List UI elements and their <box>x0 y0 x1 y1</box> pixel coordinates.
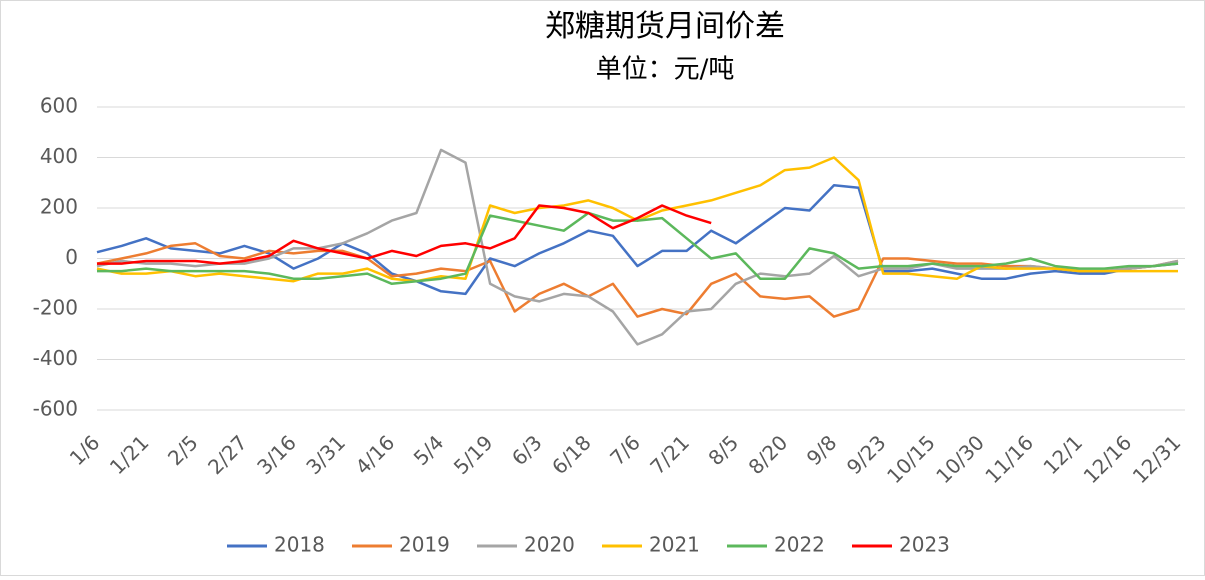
legend-label: 2018 <box>274 533 325 557</box>
chart-subtitle: 单位：元/吨 <box>596 55 735 85</box>
legend-label: 2021 <box>649 533 700 557</box>
y-tick-label: 0 <box>65 245 78 269</box>
legend-label: 2019 <box>399 533 450 557</box>
y-tick-label: 600 <box>40 94 78 118</box>
series-line <box>97 204 712 265</box>
y-tick-label: -600 <box>33 397 78 421</box>
legend-label: 2023 <box>899 533 950 557</box>
series-line <box>97 211 1179 286</box>
series-line <box>96 184 1179 296</box>
y-tick-label: 200 <box>40 195 78 219</box>
legend-label: 2022 <box>774 533 825 557</box>
y-tick-label: -400 <box>33 346 78 370</box>
chart-title: 郑糖期货月间价差 <box>545 9 785 44</box>
y-tick-label: -200 <box>33 296 78 320</box>
y-tick-label: 400 <box>40 144 78 168</box>
legend-label: 2020 <box>524 533 575 557</box>
